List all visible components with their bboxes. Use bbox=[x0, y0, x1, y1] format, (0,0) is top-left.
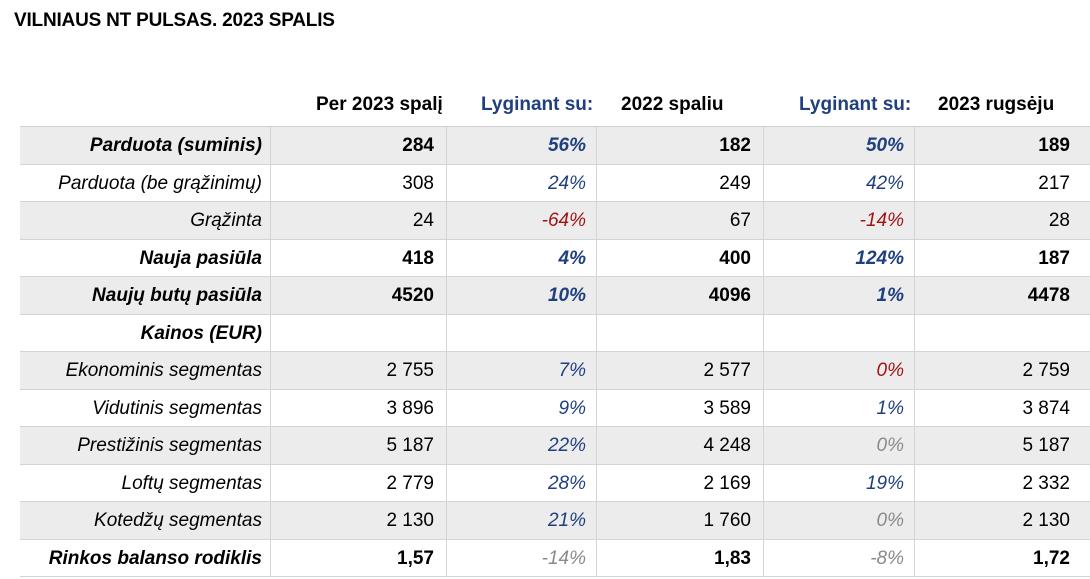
last-month-value: 2 130 bbox=[914, 502, 1090, 539]
current-value bbox=[270, 314, 446, 351]
row-label: Loftų segmentas bbox=[121, 472, 262, 494]
mom-change: 42% bbox=[763, 164, 914, 201]
last-year-value bbox=[596, 314, 763, 351]
last-year-value: 182 bbox=[596, 127, 763, 164]
last-year-value: 4 248 bbox=[596, 427, 763, 464]
yoy-change: 56% bbox=[446, 127, 596, 164]
current-value: 2 130 bbox=[270, 502, 446, 539]
last-month-value: 28 bbox=[914, 202, 1090, 239]
last-year-value: 249 bbox=[596, 164, 763, 201]
row-label: Kainos (EUR) bbox=[140, 322, 262, 344]
last-month-value: 187 bbox=[914, 239, 1090, 276]
yoy-change: 10% bbox=[446, 277, 596, 314]
mom-change: 1% bbox=[763, 277, 914, 314]
yoy-change: 24% bbox=[446, 164, 596, 201]
mom-change: 50% bbox=[763, 127, 914, 164]
last-year-value: 1 760 bbox=[596, 502, 763, 539]
current-value: 418 bbox=[270, 239, 446, 276]
current-value: 308 bbox=[270, 164, 446, 201]
row-label: Nauja pasiūla bbox=[139, 247, 263, 269]
current-value: 3 896 bbox=[270, 389, 446, 426]
last-year-value: 1,83 bbox=[596, 539, 763, 576]
yoy-change: 7% bbox=[446, 352, 596, 389]
report-title: VILNIAUS NT PULSAS. 2023 SPALIS bbox=[14, 10, 335, 31]
header-compare-label-2: Lyginant su: bbox=[799, 94, 912, 115]
current-value: 24 bbox=[270, 202, 446, 239]
current-value: 5 187 bbox=[270, 427, 446, 464]
yoy-change: 21% bbox=[446, 502, 596, 539]
table-row: Parduota (suminis) 284 56% 182 50% 189 bbox=[20, 127, 1090, 165]
mom-change: -8% bbox=[763, 539, 914, 576]
yoy-change: 4% bbox=[446, 239, 596, 276]
table-row: Kotedžų segmentas 2 130 21% 1 760 0% 2 1… bbox=[20, 502, 1090, 540]
row-label: Rinkos balanso rodiklis bbox=[48, 547, 262, 569]
last-year-value: 3 589 bbox=[596, 389, 763, 426]
last-year-value: 67 bbox=[596, 202, 763, 239]
current-value: 4520 bbox=[270, 277, 446, 314]
row-label: Parduota (be grąžinimų) bbox=[58, 172, 262, 194]
table-row: Ekonominis segmentas 2 755 7% 2 577 0% 2… bbox=[20, 352, 1090, 390]
mom-change: 0% bbox=[763, 502, 914, 539]
table-row: Prestižinis segmentas 5 187 22% 4 248 0%… bbox=[20, 427, 1090, 465]
current-value: 2 755 bbox=[270, 352, 446, 389]
last-year-value: 4096 bbox=[596, 277, 763, 314]
last-year-value: 2 169 bbox=[596, 464, 763, 501]
table-row: Rinkos balanso rodiklis 1,57 -14% 1,83 -… bbox=[20, 539, 1090, 577]
mom-change: 124% bbox=[763, 239, 914, 276]
header-compare-label-1: Lyginant su: bbox=[481, 94, 594, 115]
last-month-value: 3 874 bbox=[914, 389, 1090, 426]
yoy-change: 28% bbox=[446, 464, 596, 501]
last-month-value bbox=[914, 314, 1090, 351]
last-month-value: 189 bbox=[914, 127, 1090, 164]
table-row: Kainos (EUR) bbox=[20, 314, 1090, 352]
header-last-month: 2023 rugsėju bbox=[938, 94, 1055, 115]
market-pulse-table: Parduota (suminis) 284 56% 182 50% 189 P… bbox=[20, 126, 1090, 577]
mom-change: -14% bbox=[763, 202, 914, 239]
current-value: 2 779 bbox=[270, 464, 446, 501]
row-label: Naujų butų pasiūla bbox=[20, 277, 270, 314]
last-month-value: 2 759 bbox=[914, 352, 1090, 389]
column-header-row: Per 2023 spalį Lyginant su: 2022 spaliu … bbox=[0, 88, 1090, 122]
header-current-period: Per 2023 spalį bbox=[316, 94, 443, 115]
mom-change bbox=[763, 314, 914, 351]
mom-change: 0% bbox=[763, 352, 914, 389]
row-label: Kotedžų segmentas bbox=[20, 502, 270, 539]
row-label: Prestižinis segmentas bbox=[20, 427, 270, 464]
table-row: Parduota (be grąžinimų) 308 24% 249 42% … bbox=[20, 164, 1090, 202]
last-year-value: 2 577 bbox=[596, 352, 763, 389]
yoy-change bbox=[446, 314, 596, 351]
last-month-value: 2 332 bbox=[914, 464, 1090, 501]
last-month-value: 5 187 bbox=[914, 427, 1090, 464]
table-row: Vidutinis segmentas 3 896 9% 3 589 1% 3 … bbox=[20, 389, 1090, 427]
row-label: Grąžinta bbox=[20, 202, 270, 239]
last-month-value: 4478 bbox=[914, 277, 1090, 314]
last-year-value: 400 bbox=[596, 239, 763, 276]
current-value: 284 bbox=[270, 127, 446, 164]
current-value: 1,57 bbox=[270, 539, 446, 576]
yoy-change: -64% bbox=[446, 202, 596, 239]
table-row: Nauja pasiūla 418 4% 400 124% 187 bbox=[20, 239, 1090, 277]
table-row: Loftų segmentas 2 779 28% 2 169 19% 2 33… bbox=[20, 464, 1090, 502]
yoy-change: 9% bbox=[446, 389, 596, 426]
table-row: Naujų butų pasiūla 4520 10% 4096 1% 4478 bbox=[20, 277, 1090, 315]
header-last-year: 2022 spaliu bbox=[621, 94, 724, 115]
last-month-value: 1,72 bbox=[914, 539, 1090, 576]
row-label: Vidutinis segmentas bbox=[92, 397, 262, 419]
last-month-value: 217 bbox=[914, 164, 1090, 201]
yoy-change: 22% bbox=[446, 427, 596, 464]
mom-change: 19% bbox=[763, 464, 914, 501]
mom-change: 1% bbox=[763, 389, 914, 426]
yoy-change: -14% bbox=[446, 539, 596, 576]
table-row: Grąžinta 24 -64% 67 -14% 28 bbox=[20, 202, 1090, 240]
row-label: Ekonominis segmentas bbox=[20, 352, 270, 389]
row-label: Parduota (suminis) bbox=[20, 127, 270, 164]
mom-change: 0% bbox=[763, 427, 914, 464]
